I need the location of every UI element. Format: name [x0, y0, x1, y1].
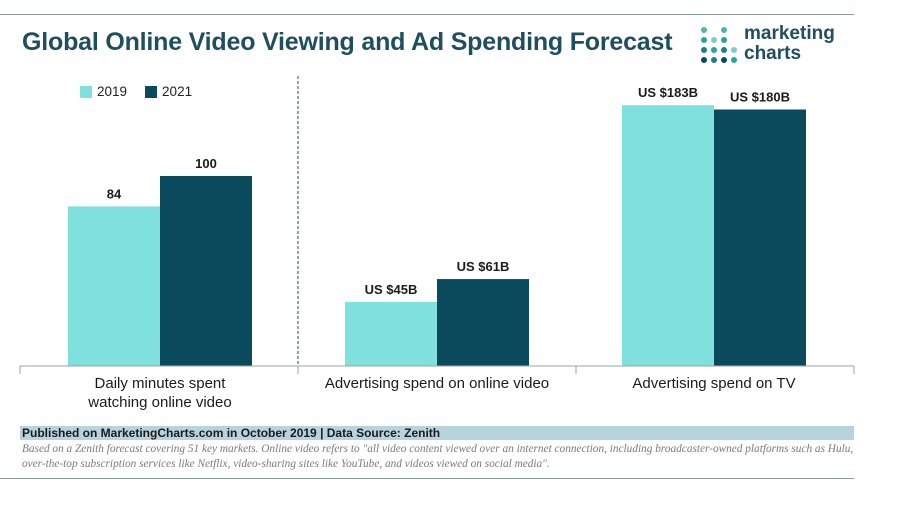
bottom-rule: [0, 478, 854, 479]
category-label-1-line-1: Daily minutes spent: [95, 375, 227, 392]
footnote: Based on a Zenith forecast covering 51 k…: [22, 443, 854, 470]
data-label-1-2021: 100: [195, 156, 217, 171]
source-bar: Published on MarketingCharts.com in Octo…: [20, 426, 854, 440]
data-label-3-2021: US $180B: [730, 90, 790, 105]
legend-label-2021: 2021: [162, 84, 193, 99]
logo-line-2: charts: [744, 43, 802, 64]
legend-item-2021: 2021: [145, 84, 192, 99]
bar-chart: 84 100 Daily minutes spent watching online …: [19, 76, 855, 411]
data-label-3-2019: US $183B: [638, 85, 698, 100]
bar-2-2019: [345, 301, 437, 366]
legend: 2019 2021: [80, 84, 192, 99]
top-rule: [0, 14, 854, 15]
logo-dots-icon: [701, 27, 737, 63]
category-label-3-line-1: Advertising spend on TV: [632, 375, 795, 392]
legend-item-2019: 2019: [80, 84, 127, 99]
legend-label-2019: 2019: [97, 84, 128, 99]
logo-line-1: marketing: [744, 23, 835, 44]
category-label-1-line-2: watching online video: [87, 394, 231, 411]
bar-1-2021: [160, 176, 252, 366]
bar-1-2019: [68, 206, 160, 366]
data-label-1-2019: 84: [107, 186, 122, 201]
bar-3-2019: [622, 105, 714, 366]
legend-swatch-2021: [145, 85, 158, 98]
data-label-2-2019: US $45B: [365, 282, 418, 297]
legend-swatch-2019: [80, 85, 92, 98]
category-label-2-line-1: Advertising spend on online video: [325, 375, 549, 392]
chart-title: Global Online Video Viewing and Ad Spend…: [22, 28, 673, 56]
data-label-2-2021: US $61B: [457, 259, 510, 274]
marketingcharts-logo: marketing charts: [700, 24, 860, 68]
bar-3-2021: [714, 109, 806, 366]
bar-2-2021: [437, 279, 529, 366]
